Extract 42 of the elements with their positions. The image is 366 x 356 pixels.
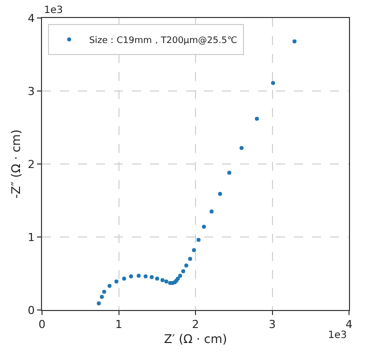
y-tick-label: 4	[28, 12, 35, 25]
point	[100, 294, 104, 299]
point	[150, 275, 154, 280]
point	[181, 269, 186, 274]
point	[271, 80, 276, 85]
y-tick-label: 3	[28, 84, 35, 98]
point	[192, 248, 196, 252]
y-axis-title: -Z″ (Ω · cm)	[9, 129, 24, 199]
x-tick-label: 0	[38, 318, 46, 332]
point	[164, 280, 168, 284]
y-tick-label: 0	[28, 304, 35, 317]
x-tick-label: 2	[192, 318, 199, 332]
point	[292, 39, 297, 44]
x-tick-label: 4	[346, 318, 352, 332]
point	[210, 209, 214, 214]
point	[155, 276, 160, 281]
point	[96, 301, 101, 306]
text: 1e3	[44, 5, 63, 16]
point	[202, 224, 206, 229]
point	[240, 146, 244, 150]
point	[188, 256, 192, 261]
x-tick-label: 1	[115, 318, 122, 332]
point	[102, 290, 106, 294]
point	[108, 284, 112, 288]
point	[144, 274, 148, 278]
point	[114, 280, 118, 284]
point	[184, 263, 188, 268]
x-axis-title: Z′ (Ω · cm)	[164, 332, 228, 346]
text: 1e3	[328, 330, 347, 341]
point	[160, 278, 164, 282]
point	[122, 276, 126, 281]
legend-label: Size：C19mm，T200μm@25.5℃	[89, 36, 238, 46]
point	[254, 116, 259, 121]
point	[227, 170, 232, 175]
y-tick-label: 2	[28, 158, 35, 171]
point	[136, 274, 141, 278]
point	[178, 274, 182, 278]
y-tick-label: 1	[28, 230, 35, 244]
point	[129, 274, 134, 278]
x-tick-label: 3	[268, 318, 276, 332]
point	[196, 238, 201, 242]
point	[218, 192, 222, 196]
